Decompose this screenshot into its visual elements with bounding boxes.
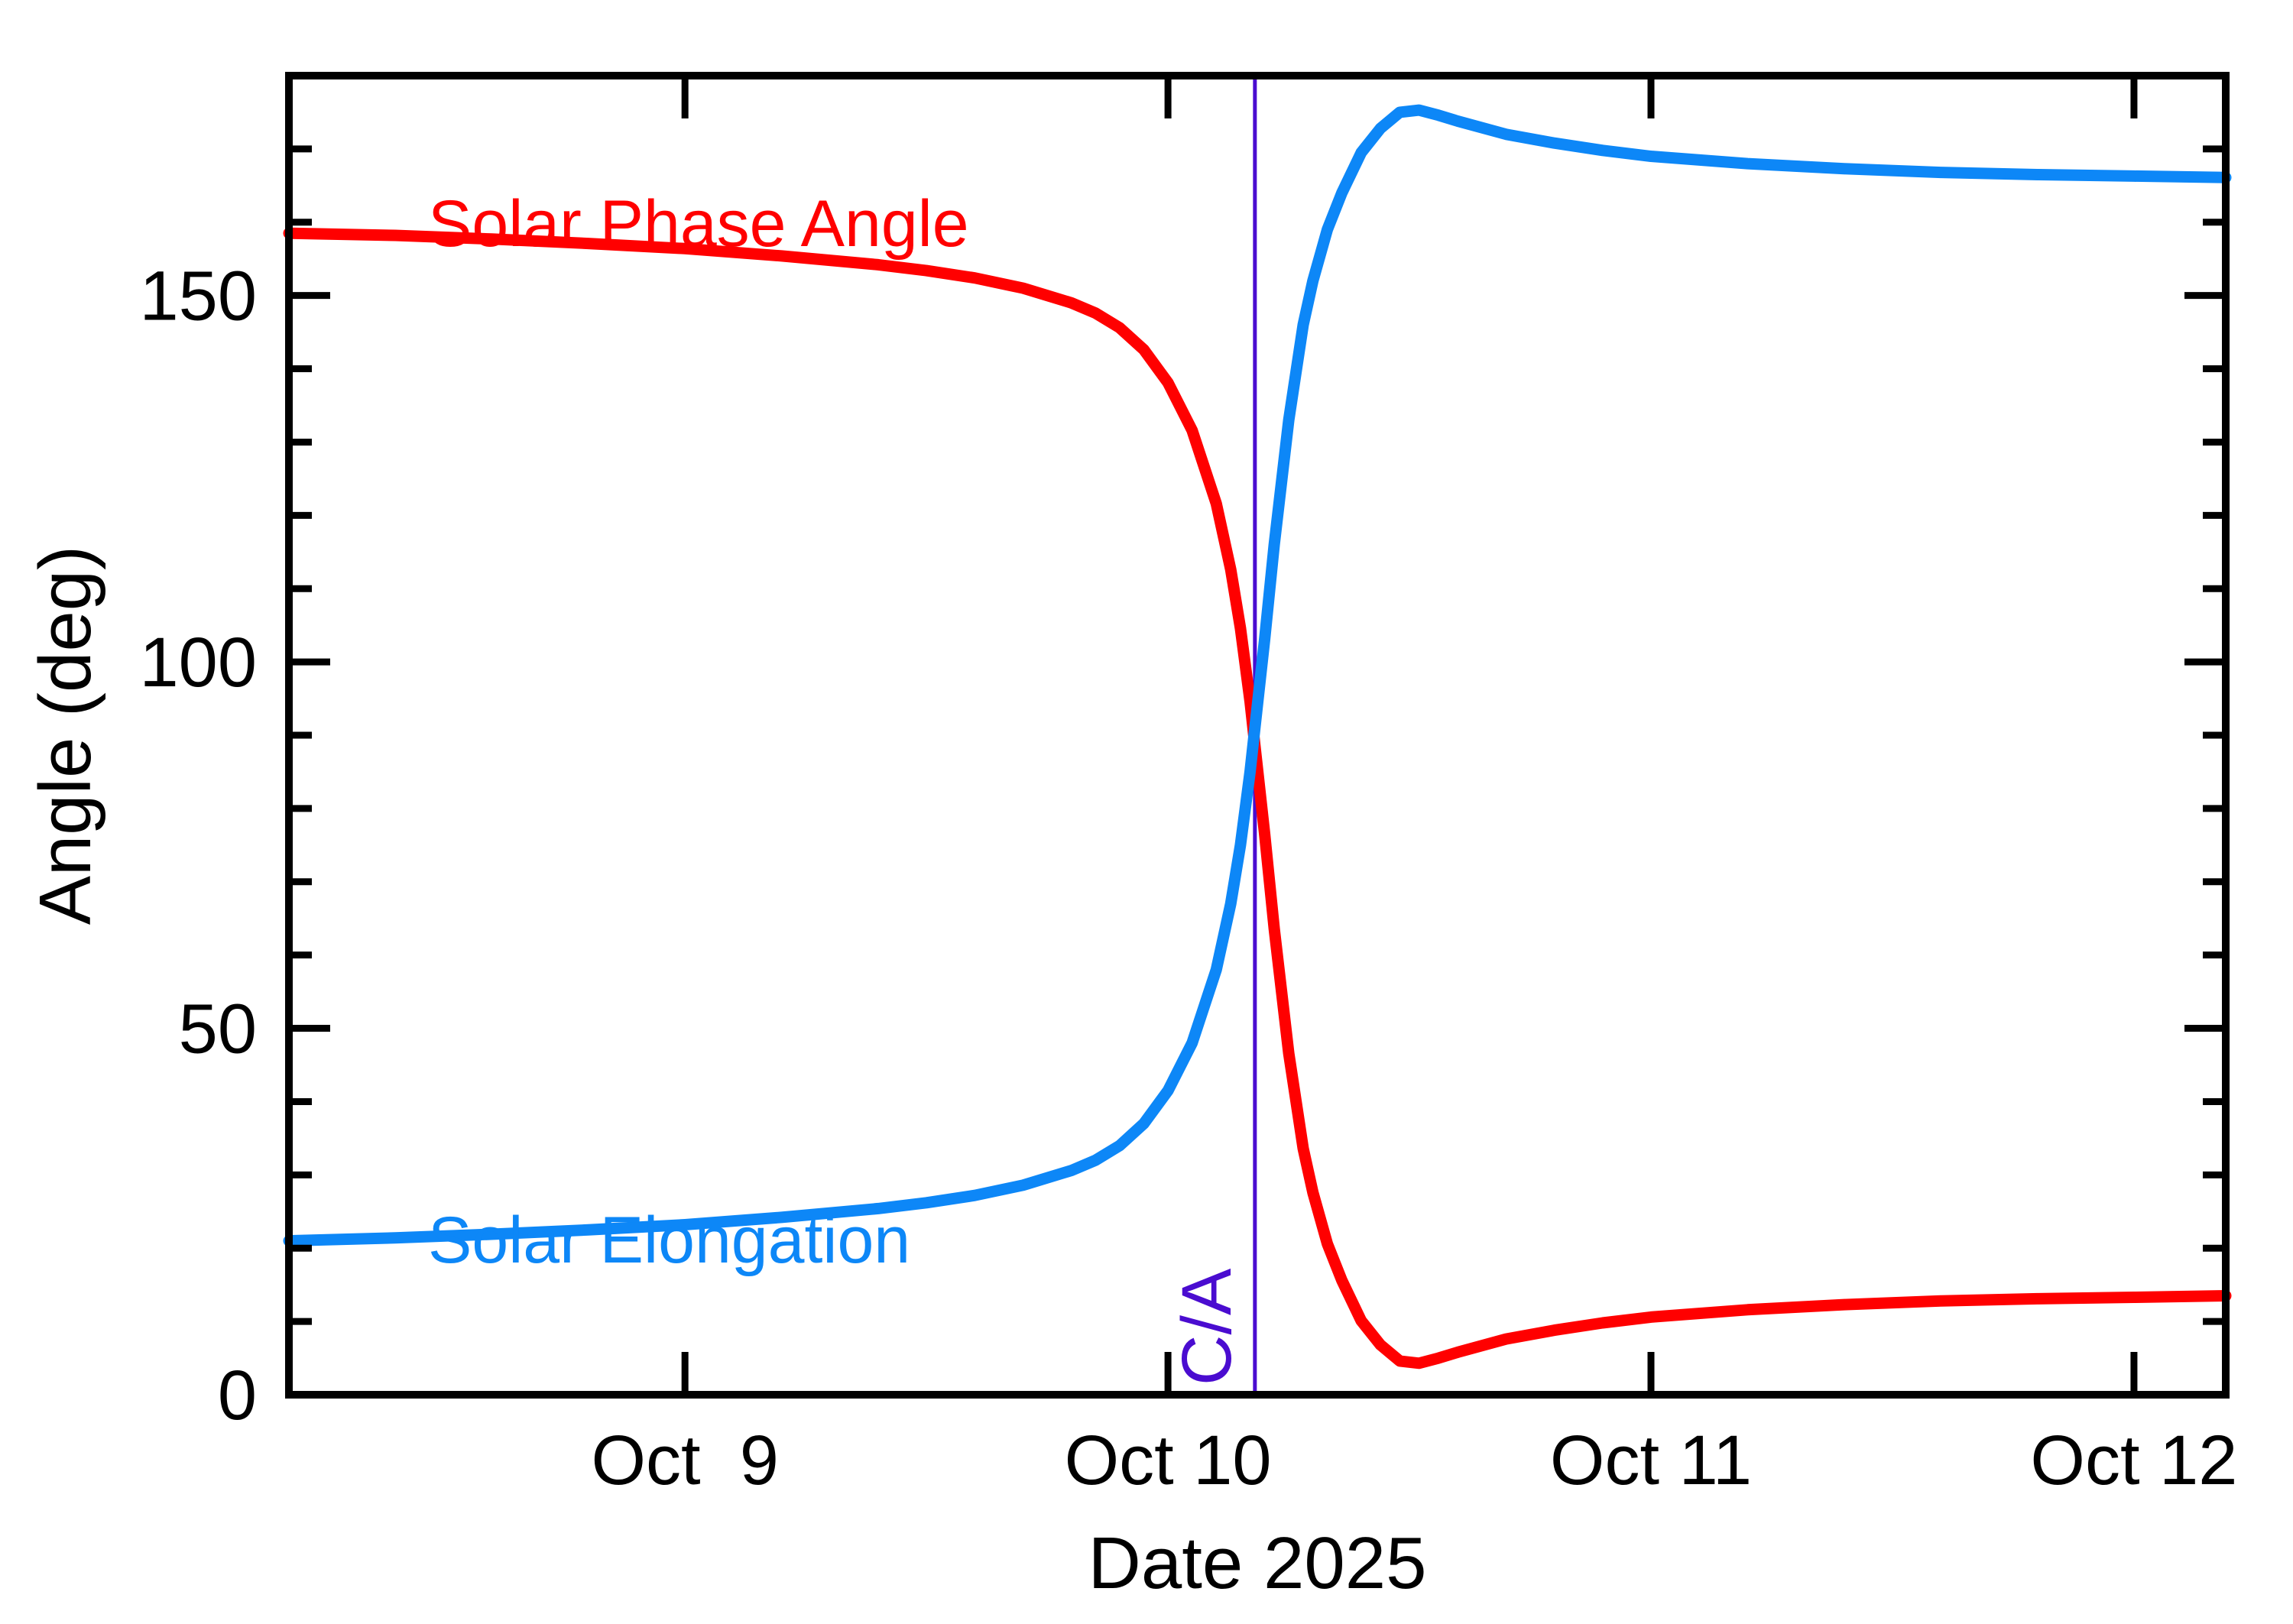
- series-label-solar-phase-angle: Solar Phase Angle: [428, 187, 969, 261]
- y-tick-label: 0: [218, 1357, 257, 1434]
- y-tick-label: 150: [140, 258, 258, 335]
- series-solar-phase-angle: [283, 227, 2232, 1370]
- x-tick-label: Oct 9: [591, 1421, 778, 1499]
- close-approach-label: C/A: [1168, 1268, 1246, 1386]
- x-axis-title: Date 2025: [1088, 1522, 1426, 1604]
- x-tick-label: Oct 12: [2030, 1421, 2237, 1499]
- series-label-solar-elongation: Solar Elongation: [428, 1204, 910, 1277]
- x-tick-label: Oct 10: [1065, 1421, 1272, 1499]
- x-tick-label: Oct 11: [1550, 1421, 1752, 1499]
- y-axis-title: Angle (deg): [24, 546, 106, 925]
- y-tick-label: 50: [179, 990, 257, 1068]
- series-solar-elongation: [283, 104, 2232, 1247]
- y-tick-label: 100: [140, 624, 258, 702]
